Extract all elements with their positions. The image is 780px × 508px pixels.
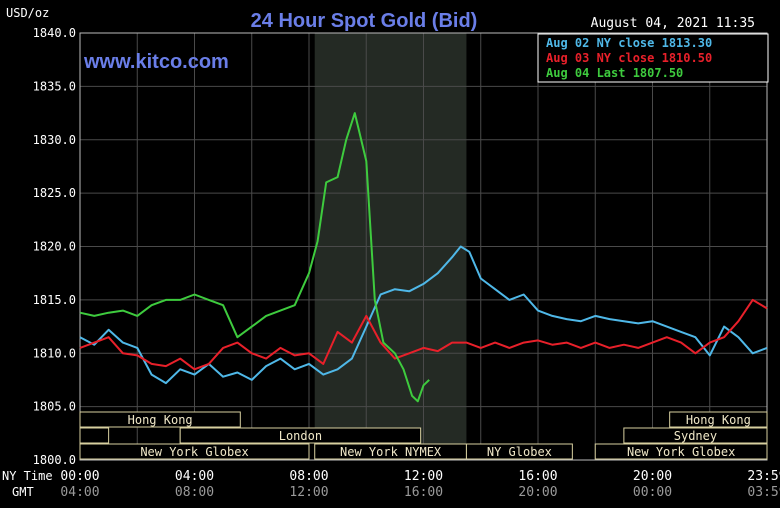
x-axis-ticks: 00:0004:0004:0008:0008:0012:0012:0016:00… (60, 469, 780, 500)
legend-entry-aug02: Aug 02 NY close 1813.30 (546, 36, 712, 50)
session-box (594, 443, 768, 460)
series-line-2 (79, 112, 430, 403)
y-tick-label: 1830.0 (33, 133, 76, 147)
x-tick-ny-label: 08:00 (289, 469, 328, 484)
ny-time-label: NY Time (2, 469, 53, 483)
session-box (79, 427, 110, 444)
session-bar: London (179, 427, 422, 444)
trading-sessions: Hong Kong London New York Globex New York N… (79, 411, 768, 460)
legend-entry-aug04: Aug 04 Last 1807.50 (546, 66, 683, 80)
session-label: New York NYMEX (340, 445, 442, 459)
grid (79, 32, 768, 461)
timestamp: August 04, 2021 11:35 (591, 16, 755, 31)
session-box (465, 443, 573, 460)
session-label: NY Globex (487, 445, 552, 459)
x-tick-ny-label: 04:00 (175, 469, 214, 484)
x-tick-gmt-label: 16:00 (404, 485, 443, 500)
session-box (669, 411, 768, 428)
watermark: www.kitco.com (83, 51, 229, 73)
session-bar: New York Globex (594, 443, 768, 460)
y-tick-label: 1805.0 (33, 400, 76, 414)
y-axis-ticks: 1840.0 1835.0 1830.0 1825.0 1820.0 1815.0 1810… (33, 26, 76, 467)
session-box (179, 427, 422, 444)
legend-entry-aug03: Aug 03 NY close 1810.50 (546, 51, 712, 65)
session-label: New York Globex (140, 445, 248, 459)
chart-title: 24 Hour Spot Gold (Bid) (251, 10, 478, 32)
x-tick-ny-label: 20:00 (633, 469, 672, 484)
gmt-label: GMT (12, 485, 34, 499)
session-bar: Hong Kong (79, 411, 241, 428)
session-bar (79, 427, 110, 444)
x-tick-gmt-label: 08:00 (175, 485, 214, 500)
session-bar: New York Globex (79, 443, 310, 460)
y-tick-label: 1800.0 (33, 453, 76, 467)
x-tick-gmt-label: 03:59 (747, 485, 780, 500)
session-box (79, 443, 310, 460)
session-label: Hong Kong (128, 413, 193, 427)
series-line-1 (79, 298, 768, 371)
x-tick-gmt-label: 12:00 (289, 485, 328, 500)
y-tick-label: 1820.0 (33, 240, 76, 254)
session-label: Hong Kong (686, 413, 751, 427)
y-tick-label: 1825.0 (33, 186, 76, 200)
series-line-0 (79, 245, 768, 385)
legend: Aug 02 NY close 1813.30 Aug 03 NY close … (537, 33, 769, 83)
y-tick-label: 1835.0 (33, 79, 76, 93)
x-tick-ny-label: 16:00 (518, 469, 557, 484)
legend-box (537, 33, 769, 83)
session-label: London (279, 429, 322, 443)
session-bar: Hong Kong (669, 411, 768, 428)
session-label: New York Globex (627, 445, 735, 459)
session-bar: Sydney (623, 427, 768, 444)
session-box (623, 427, 768, 444)
x-tick-gmt-label: 20:00 (518, 485, 557, 500)
session-label: Sydney (674, 429, 717, 443)
plot-frame (79, 32, 768, 461)
session-box (79, 411, 241, 428)
x-tick-ny-label: 23:59 (747, 469, 780, 484)
x-tick-gmt-label: 04:00 (60, 485, 99, 500)
y-tick-label: 1810.0 (33, 346, 76, 360)
x-tick-gmt-label: 00:00 (633, 485, 672, 500)
price-lines (79, 112, 768, 403)
x-tick-ny-label: 12:00 (404, 469, 443, 484)
x-tick-ny-label: 00:00 (60, 469, 99, 484)
y-tick-label: 1815.0 (33, 293, 76, 307)
unit-label: USD/oz (6, 6, 49, 20)
y-tick-label: 1840.0 (33, 26, 76, 40)
session-bar: New York NYMEX (314, 443, 467, 460)
session-bar: NY Globex (465, 443, 573, 460)
